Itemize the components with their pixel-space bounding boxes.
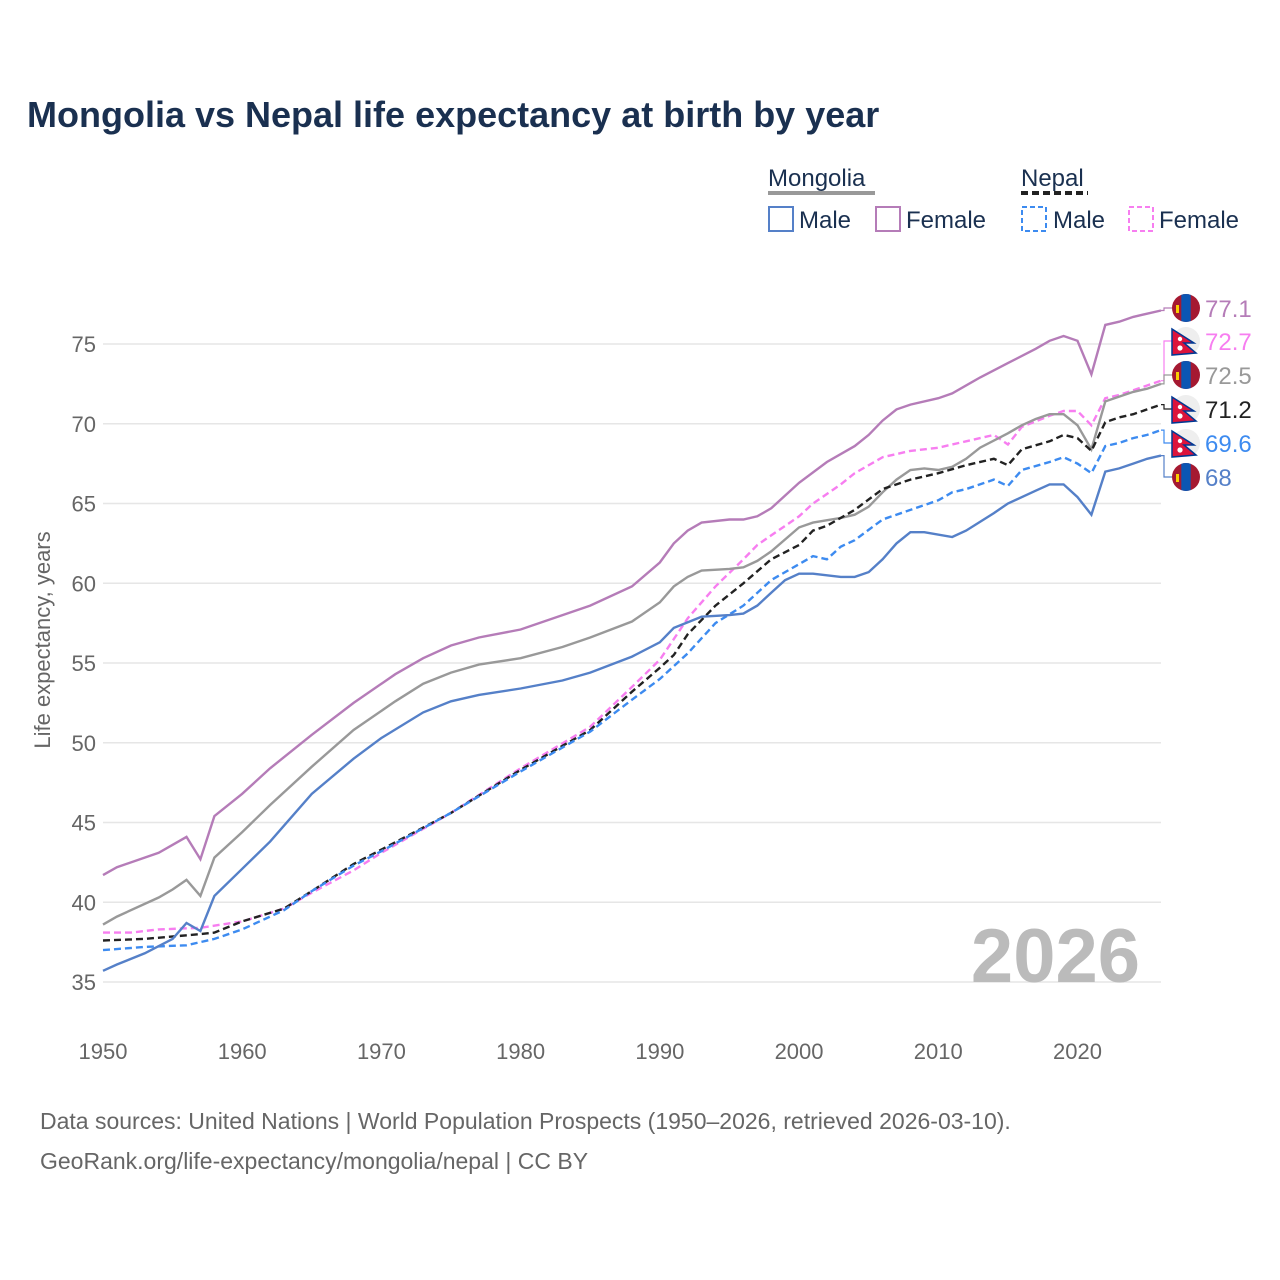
legend-nepal-female: Female [1159, 207, 1239, 234]
series-line-mongolia-female [102, 309, 1162, 877]
chart-title: Mongolia vs Nepal life expectancy at bir… [27, 94, 880, 135]
y-tick-label: 40 [72, 890, 96, 915]
y-tick-label: 35 [72, 970, 96, 995]
nepal-flag-icon [1171, 429, 1200, 458]
legend-group-nepal: Nepal [1021, 165, 1084, 192]
series-line-nepal [102, 403, 1162, 942]
x-tick-label: 1990 [635, 1039, 684, 1064]
y-tick-label: 50 [72, 731, 96, 756]
y-tick-label: 55 [72, 651, 96, 676]
y-axis-label: Life expectancy, years [30, 531, 55, 748]
series-line-mongolia-male [102, 454, 1162, 972]
label-connector [1161, 429, 1172, 444]
x-tick-label: 2000 [775, 1039, 824, 1064]
series-line-nepal-female [103, 379, 1162, 934]
legend-group-mongolia: Mongolia [768, 165, 866, 192]
x-tick-label: 1970 [357, 1039, 406, 1064]
end-value-label: 72.7 [1205, 329, 1252, 356]
y-tick-label: 60 [72, 571, 96, 596]
x-tick-label: 2020 [1053, 1039, 1102, 1064]
label-connector [1161, 340, 1172, 382]
label-connector [1161, 374, 1172, 385]
x-tick-label: 2010 [914, 1039, 963, 1064]
mongolia-flag-icon [1172, 361, 1200, 389]
legend-nepal-male-swatch [1021, 206, 1047, 232]
nepal-flag-icon [1171, 395, 1200, 424]
source-line-2: GeoRank.org/life-expectancy/mongolia/nep… [40, 1148, 589, 1174]
end-value-label: 69.6 [1205, 431, 1252, 458]
mongolia-flag-icon [1172, 294, 1200, 322]
x-tick-label: 1960 [218, 1039, 267, 1064]
legend-nepal-male: Male [1053, 207, 1105, 234]
y-tick-label: 70 [72, 412, 96, 437]
end-value-label: 72.5 [1205, 363, 1252, 390]
y-tick-label: 45 [72, 811, 96, 836]
mongolia-flag-icon [1172, 463, 1200, 491]
legend: Mongolia Nepal Male Female Male Female [768, 165, 1239, 234]
y-tick-label: 65 [72, 492, 96, 517]
label-connector [1161, 404, 1172, 410]
legend-mongolia-male: Male [799, 207, 851, 234]
end-value-label: 71.2 [1205, 397, 1252, 424]
label-connector [1161, 455, 1172, 478]
end-value-label: 68 [1205, 465, 1232, 492]
x-tick-label: 1980 [496, 1039, 545, 1064]
legend-mongolia-male-swatch [768, 206, 794, 232]
watermark-year: 2026 [971, 914, 1140, 999]
series-line-nepal-male [102, 428, 1162, 952]
x-tick-label: 1950 [79, 1039, 128, 1064]
series-line-mongolia [102, 382, 1162, 926]
source-line-1: Data sources: United Nations | World Pop… [40, 1108, 1011, 1134]
legend-mongolia-female: Female [906, 207, 986, 234]
label-connector [1161, 307, 1172, 312]
legend-mongolia-female-swatch [875, 206, 901, 232]
end-value-label: 77.1 [1205, 296, 1252, 323]
legend-nepal-female-swatch [1128, 206, 1154, 232]
y-tick-label: 75 [72, 332, 96, 357]
nepal-flag-icon [1171, 327, 1200, 356]
